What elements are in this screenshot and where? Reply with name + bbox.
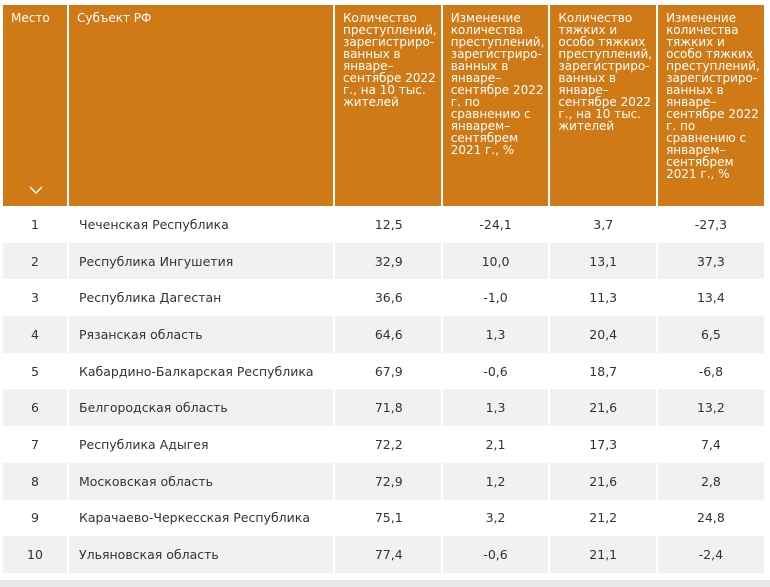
cell-place: 2 [3,242,67,280]
cell-crimes-change: 10,0 [442,242,549,280]
cell-grave-change: 13,4 [696,290,725,306]
cell-grave-per-10k: 3,7 [593,216,614,232]
cell-region: Белгородская область [69,389,333,427]
table-row: 5 Кабардино-Балкарская Республика 67,9 -… [3,353,764,390]
cell-grave-change: -2,4 [658,536,764,573]
cell-crimes-per-10k: 71,8 [335,389,441,427]
cell-grave-per-10k: 11,3 [589,290,618,306]
cell-grave-per-10k: 21,2 [589,510,618,526]
horizontal-scrollbar[interactable] [0,580,770,587]
cell-crimes-per-10k: 32,9 [335,242,441,280]
cell-crimes-change: -0,6 [442,536,549,573]
cell-grave-per-10k: 21,1 [550,536,657,573]
table-row: 8 Московская область 72,9 1,2 21,6 2,8 [3,462,764,500]
header-crimes-per-10k[interactable]: Количество преступлений, зарегистриро-ва… [335,5,441,206]
cell-place: 8 [3,462,67,500]
cell-crimes-per-10k: 36,6 [374,290,403,306]
cell-region: Республика Адыгея [79,436,209,452]
cell-place: 3 [31,290,39,306]
table-row: 6 Белгородская область 71,8 1,3 21,6 13,… [3,389,764,427]
cell-region: Ульяновская область [69,536,333,573]
cell-region: Республика Ингушетия [69,242,333,280]
cell-grave-per-10k: 18,7 [589,363,618,379]
cell-crimes-change: 1,3 [442,316,549,353]
cell-crimes-per-10k: 64,6 [335,316,441,353]
cell-grave-per-10k: 21,6 [550,389,657,427]
cell-crimes-change: -24,1 [479,216,512,232]
header-grave-per-10k[interactable]: Количество тяжких и особо тяжких преступ… [550,5,657,206]
cell-grave-change: 2,8 [658,462,764,500]
cell-grave-change: 7,4 [700,436,721,452]
cell-place: 4 [3,316,67,353]
cell-region: Чеченская Республика [79,216,229,232]
cell-place: 5 [31,363,39,379]
cell-crimes-change: 1,2 [442,462,549,500]
cell-crimes-change: 3,2 [485,510,506,526]
table-row: 7 Республика Адыгея 72,2 2,1 17,3 7,4 [3,426,764,463]
table-row: 9 Карачаево-Черкесская Республика 75,1 3… [3,500,764,537]
crime-ranking-table: Место Субъект РФ Количество преступлений… [1,5,766,573]
cell-region: Кабардино-Балкарская Республика [79,363,314,379]
cell-grave-change: -27,3 [694,216,728,232]
cell-crimes-per-10k: 72,2 [374,436,403,452]
header-crimes-change-label: Изменение количества преступлений, зарег… [450,11,545,157]
cell-crimes-change: -1,0 [483,290,508,306]
cell-place: 6 [3,389,67,427]
cell-place: 10 [3,536,67,573]
cell-place: 1 [31,216,39,232]
header-grave-change[interactable]: Изменение количества тяжких и особо тяжк… [658,5,764,206]
header-place[interactable]: Место [3,5,67,206]
cell-grave-per-10k: 13,1 [550,242,657,280]
cell-crimes-per-10k: 72,9 [335,462,441,500]
cell-place: 9 [31,510,39,526]
cell-crimes-change: 1,3 [442,389,549,427]
cell-grave-per-10k: 17,3 [589,436,618,452]
table-row: 4 Рязанская область 64,6 1,3 20,4 6,5 [3,316,764,353]
cell-crimes-per-10k: 12,5 [374,216,403,232]
table-row: 1 Чеченская Республика 12,5 -24,1 3,7 -2… [3,206,764,243]
cell-crimes-per-10k: 67,9 [374,363,403,379]
table-row: 10 Ульяновская область 77,4 -0,6 21,1 -2… [3,536,764,573]
header-crimes-per-10k-label: Количество преступлений, зарегистриро-ва… [343,11,437,109]
cell-region: Республика Дагестан [79,290,222,306]
cell-grave-change: 6,5 [658,316,764,353]
cell-grave-change: 37,3 [658,242,764,280]
cell-grave-per-10k: 21,6 [550,462,657,500]
cell-region: Рязанская область [69,316,333,353]
cell-crimes-per-10k: 77,4 [335,536,441,573]
header-crimes-change[interactable]: Изменение количества преступлений, зарег… [442,5,549,206]
header-region-label: Субъект РФ [77,11,152,25]
cell-region: Карачаево-Черкесская Республика [79,510,310,526]
header-grave-change-label: Изменение количества тяжких и особо тяжк… [666,11,760,181]
header-row: Место Субъект РФ Количество преступлений… [3,5,764,206]
table-row: 3 Республика Дагестан 36,6 -1,0 11,3 13,… [3,279,764,316]
cell-place: 7 [31,436,39,452]
header-grave-per-10k-label: Количество тяжких и особо тяжких преступ… [558,11,653,133]
header-region[interactable]: Субъект РФ [69,5,333,206]
cell-grave-change: 24,8 [696,510,725,526]
cell-grave-change: 13,2 [658,389,764,427]
cell-crimes-change: 2,1 [485,436,506,452]
table-row: 2 Республика Ингушетия 32,9 10,0 13,1 37… [3,242,764,280]
cell-crimes-per-10k: 75,1 [374,510,403,526]
cell-grave-change: -6,8 [698,363,724,379]
chevron-down-icon[interactable] [29,186,43,194]
cell-crimes-change: -0,6 [483,363,508,379]
cell-grave-per-10k: 20,4 [550,316,657,353]
header-place-label: Место [11,11,50,25]
cell-region: Московская область [69,462,333,500]
